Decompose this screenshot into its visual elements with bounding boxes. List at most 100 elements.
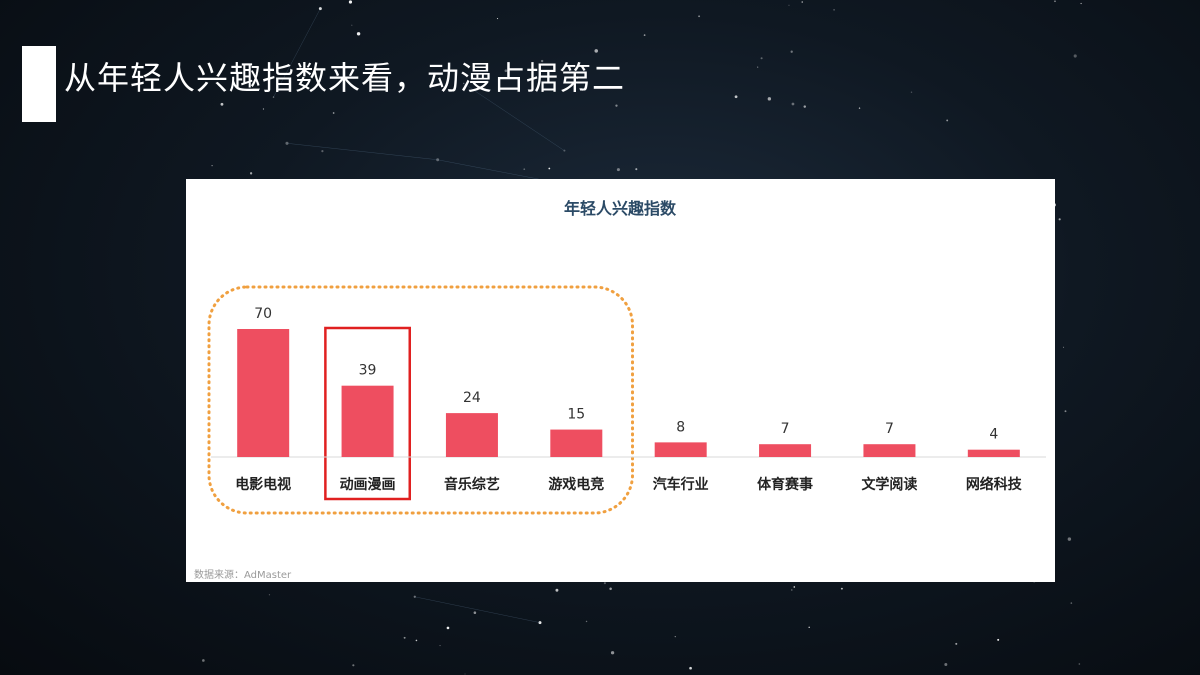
star [403,636,406,639]
star [1064,410,1067,413]
star [504,69,508,73]
title-accent-bar [22,46,56,122]
star [496,17,499,20]
bar [550,429,603,457]
star [563,149,566,152]
data-label: 8 [676,419,685,435]
star [463,82,465,85]
star [348,0,353,4]
data-label: 70 [254,306,272,322]
star [575,76,579,79]
star [698,15,701,18]
star [801,1,803,3]
star [955,642,958,645]
star [523,168,526,170]
star [689,666,692,670]
star [1078,663,1081,665]
star [808,626,810,629]
bar [759,444,812,457]
data-label: 4 [989,427,998,443]
star [262,108,265,110]
data-label: 7 [885,421,894,437]
star [351,24,353,26]
network-line [437,159,559,184]
star [674,635,676,638]
x-tick-label: 游戏电竞 [548,476,604,493]
star [473,611,477,614]
bar-chart: 年轻人兴趣指数 70 电影电视 39 动画漫画 24 音乐综艺 15 游戏电竞 8 汽车行业 7 体育… [207,199,1046,515]
x-tick-label: 动画漫画 [340,476,396,493]
star [446,626,450,630]
x-tick-label: 网络科技 [966,476,1023,493]
star [220,102,224,106]
star [791,102,795,106]
x-tick-label: 汽车行业 [653,476,709,493]
chart-title: 年轻人兴趣指数 [564,199,677,218]
star [211,164,213,167]
x-tick-label: 电影电视 [235,476,291,493]
star [285,141,289,145]
star [610,651,615,655]
slide-title: 从年轻人兴趣指数来看，动漫占据第二 [64,59,626,97]
star [318,7,322,11]
star [436,158,440,162]
star [249,172,253,175]
star [585,620,588,623]
star [609,587,612,591]
star [840,587,843,590]
star [1080,2,1082,5]
star [439,645,441,647]
star [332,112,335,114]
star [413,595,416,598]
highlight-box [324,326,411,501]
bar [237,329,290,457]
star [833,9,835,11]
x-tick-label: 文学阅读 [861,476,917,493]
star [548,167,551,170]
bar [863,444,916,457]
star [643,34,646,36]
x-tick-label: 音乐综艺 [444,476,500,493]
star [1058,218,1061,221]
group-outline [207,285,634,515]
network-line [286,143,438,161]
star [757,66,759,68]
star [555,588,559,592]
star [944,663,948,667]
data-label: 7 [781,421,790,437]
star [997,638,1000,641]
star [767,97,772,101]
star [356,32,361,36]
data-label: 15 [567,407,585,423]
star [1067,537,1072,541]
star [464,673,466,675]
x-tick-label: 体育赛事 [757,476,813,493]
bar [445,413,498,457]
star [803,105,806,108]
star [734,95,738,99]
star [540,59,544,63]
bar [654,442,707,457]
network-line [273,8,321,98]
bar [967,449,1020,457]
star [1062,346,1065,348]
chart-panel: 年轻人兴趣指数 70 电影电视 39 动画漫画 24 音乐综艺 15 游戏电竞 8 汽车行业 7 体育… [186,179,1055,582]
star [793,586,796,588]
data-source: 数据来源：AdMaster [194,570,292,581]
bar [341,385,394,457]
star [788,4,790,6]
network-line [463,83,565,151]
star [352,664,355,667]
data-label: 39 [359,363,377,379]
star [635,168,638,171]
star [615,104,618,107]
star [202,659,205,662]
star [603,582,606,585]
star [415,639,418,642]
star [790,50,793,53]
star [272,96,275,98]
star [858,107,861,109]
star [1054,0,1056,3]
star [1073,54,1077,58]
star [268,594,271,596]
